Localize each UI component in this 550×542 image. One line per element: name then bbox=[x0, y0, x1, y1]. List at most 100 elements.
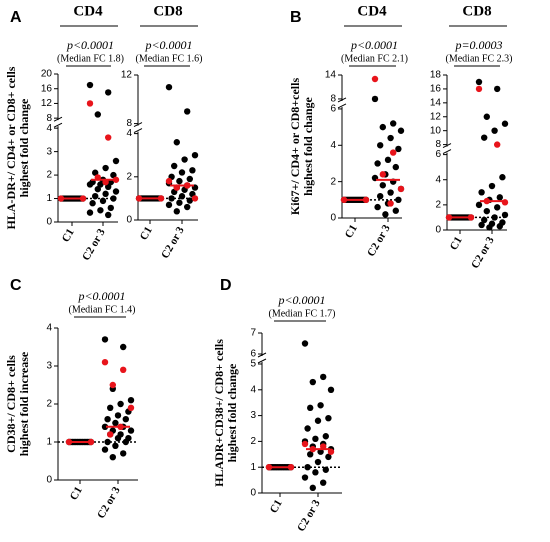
data-point bbox=[176, 177, 183, 185]
median-label: (Median FC 1.8) bbox=[57, 53, 124, 64]
y-tick-label: 0 bbox=[46, 475, 52, 486]
data-point bbox=[104, 438, 111, 446]
panel-label: B bbox=[290, 9, 302, 26]
data-point bbox=[112, 419, 119, 427]
data-point bbox=[481, 134, 488, 141]
y-tick-label: 12 bbox=[121, 70, 133, 81]
data-point bbox=[379, 171, 386, 178]
data-point bbox=[382, 211, 389, 218]
data-point bbox=[122, 438, 129, 446]
y-axis-label: highest fold change bbox=[301, 96, 315, 195]
data-point bbox=[102, 164, 109, 172]
data-point bbox=[387, 200, 394, 207]
data-point bbox=[101, 423, 109, 430]
y-tick-label: 1 bbox=[250, 462, 256, 473]
chart-title: CD8 bbox=[153, 3, 182, 19]
y-tick-label: 3 bbox=[46, 361, 52, 372]
data-point bbox=[325, 453, 332, 461]
y-axis-label: highest fold increase bbox=[17, 351, 31, 456]
p-value: p<0.0001 bbox=[66, 38, 114, 52]
axis-break bbox=[257, 358, 267, 364]
data-point bbox=[105, 89, 112, 96]
y-tick-label: 6 bbox=[250, 349, 256, 360]
data-point bbox=[304, 464, 311, 471]
p-value: p<0.0001 bbox=[77, 289, 125, 303]
data-point bbox=[94, 185, 102, 193]
y-tick-label: 0 bbox=[330, 213, 336, 224]
data-point bbox=[165, 83, 173, 91]
data-point bbox=[374, 160, 381, 167]
data-point bbox=[322, 433, 329, 440]
y-tick-label: 4 bbox=[435, 174, 441, 185]
p-value: p=0.0003 bbox=[454, 38, 502, 52]
data-point bbox=[191, 195, 199, 202]
y-axis-label: highest fold change bbox=[17, 98, 31, 197]
x-tick-label: C1 bbox=[60, 227, 77, 245]
x-tick-label: C2 or 3 bbox=[80, 226, 108, 262]
data-point bbox=[186, 175, 193, 183]
data-point bbox=[488, 182, 496, 190]
data-point bbox=[127, 404, 135, 411]
p-value: p<0.0001 bbox=[350, 38, 398, 52]
data-point bbox=[112, 176, 120, 183]
axis-break bbox=[442, 149, 452, 155]
p-value: p<0.0001 bbox=[277, 293, 325, 307]
panel-label: A bbox=[10, 9, 22, 26]
data-point bbox=[379, 182, 386, 189]
x-tick-label: C1 bbox=[138, 225, 155, 243]
data-point bbox=[114, 435, 122, 442]
data-point bbox=[475, 201, 483, 209]
data-point bbox=[114, 412, 122, 419]
data-point bbox=[371, 95, 379, 103]
data-point bbox=[301, 440, 309, 448]
y-tick-label: 8 bbox=[435, 139, 441, 150]
data-point bbox=[501, 211, 509, 219]
panel-label: C bbox=[10, 277, 22, 294]
chart-title: CD4 bbox=[357, 3, 387, 19]
y-tick-label: 2 bbox=[46, 399, 52, 410]
y-tick-label: 4 bbox=[250, 384, 256, 395]
chart-title: CD8 bbox=[462, 3, 491, 19]
data-point bbox=[377, 142, 384, 149]
y-axis-label: HLADR+CD38+/ CD8+ cells bbox=[212, 339, 226, 487]
data-point bbox=[97, 207, 104, 214]
y-tick-label: 0 bbox=[46, 217, 52, 228]
y-tick-label: 2 bbox=[330, 176, 336, 187]
data-point bbox=[387, 189, 394, 196]
y-tick-label: 0 bbox=[250, 488, 256, 499]
y-tick-label: 2 bbox=[250, 436, 256, 447]
data-point bbox=[94, 111, 102, 118]
data-point bbox=[104, 416, 111, 423]
data-point bbox=[173, 208, 180, 215]
median-label: (Median FC 1.6) bbox=[136, 53, 203, 64]
data-point bbox=[112, 157, 120, 165]
y-tick-label: 2 bbox=[435, 200, 441, 211]
median-label: (Median FC 1.4) bbox=[69, 304, 136, 315]
data-point bbox=[312, 435, 319, 443]
data-point bbox=[395, 145, 402, 153]
axis-break bbox=[337, 103, 347, 109]
y-tick-label: 12 bbox=[41, 98, 53, 109]
data-point bbox=[171, 162, 178, 170]
data-point bbox=[309, 484, 316, 492]
data-point bbox=[384, 156, 392, 164]
data-point bbox=[491, 214, 498, 221]
axis-break bbox=[133, 128, 143, 134]
data-point bbox=[486, 224, 493, 231]
data-point bbox=[112, 188, 120, 195]
y-tick-label: 4 bbox=[126, 128, 132, 139]
data-point bbox=[481, 216, 488, 224]
y-axis-label: Ki67+/ CD4+ or CD8+cells bbox=[288, 78, 302, 216]
axis-break bbox=[53, 116, 63, 122]
y-tick-label: 14 bbox=[430, 97, 442, 108]
data-point bbox=[117, 400, 124, 408]
x-tick-label: C1 bbox=[343, 223, 360, 241]
axis-break bbox=[257, 352, 267, 358]
data-point bbox=[109, 454, 117, 461]
axis-break bbox=[442, 143, 452, 149]
y-tick-label: 4 bbox=[46, 323, 52, 334]
axis-break bbox=[133, 122, 143, 128]
data-point bbox=[127, 427, 135, 434]
y-tick-label: 20 bbox=[41, 69, 53, 80]
data-point bbox=[395, 196, 402, 204]
